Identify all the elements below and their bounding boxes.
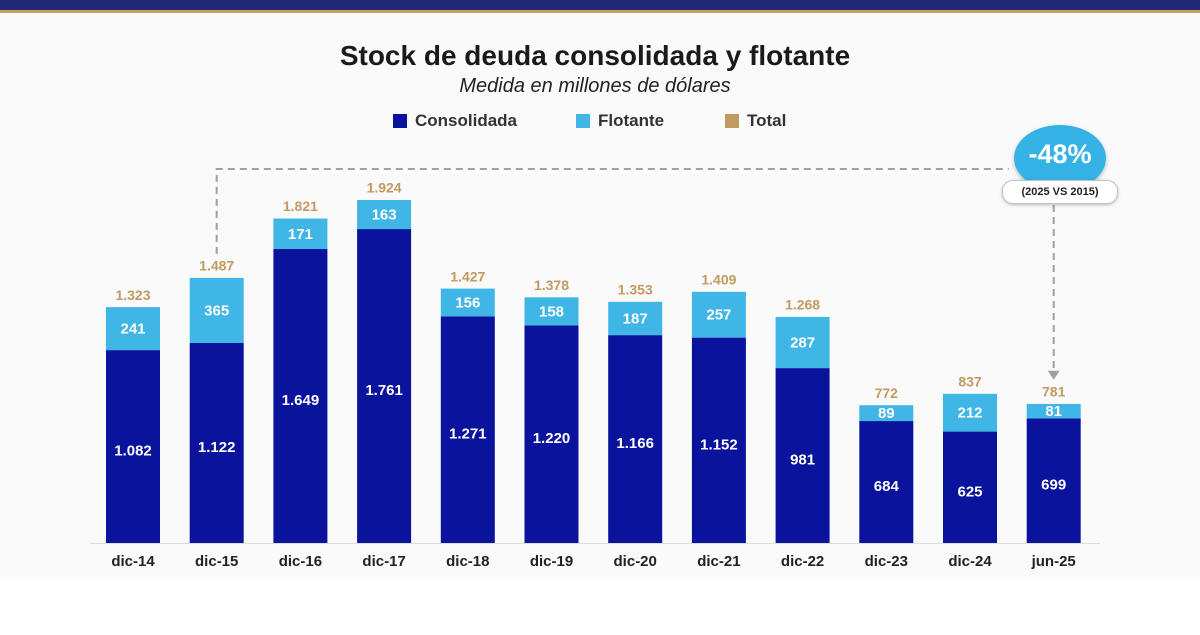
annotation-arrowhead	[1047, 370, 1060, 380]
bar-consolidada-dic-23	[859, 421, 914, 543]
change-badge-note: (2025 VS 2015)	[1002, 180, 1118, 204]
label-total-dic-15: 1.487	[199, 258, 234, 274]
bar-consolidada-dic-22	[775, 368, 830, 543]
bar-flotante-dic-16	[273, 218, 328, 250]
bar-flotante-dic-15	[189, 277, 244, 343]
bar-consolidada-dic-14	[106, 350, 160, 543]
label-flotante-dic-19: 158	[539, 303, 564, 320]
label-consolidada-dic-24: 625	[957, 483, 982, 500]
label-consolidada-dic-19: 1.220	[533, 430, 571, 447]
chart-title: Stock de deuda consolidada y flotante	[339, 40, 851, 71]
label-flotante-dic-17: 163	[372, 206, 397, 223]
bar-flotante-dic-17	[357, 200, 412, 230]
x-tick-dic-14: dic-14	[111, 553, 155, 570]
label-total-dic-16: 1.821	[283, 198, 318, 214]
legend-item-flotante: Flotante	[576, 111, 664, 131]
label-total-dic-23: 772	[875, 385, 899, 401]
label-consolidada-jun-25: 699	[1041, 477, 1066, 494]
label-flotante-dic-14: 241	[120, 321, 145, 338]
label-total-dic-19: 1.378	[534, 277, 569, 293]
x-tick-dic-21: dic-21	[697, 553, 740, 570]
bar-flotante-jun-25	[1026, 403, 1081, 419]
annotation-connector	[215, 168, 1009, 254]
legend-swatch-total	[725, 114, 739, 128]
top-gold-stripe	[0, 10, 1200, 13]
bar-consolidada-dic-17	[357, 229, 412, 544]
bar-consolidada-dic-16	[273, 249, 328, 544]
x-tick-dic-23: dic-23	[865, 553, 908, 570]
bar-consolidada-jun-25	[1026, 418, 1081, 543]
label-consolidada-dic-21: 1.152	[700, 436, 738, 453]
label-flotante-dic-20: 187	[623, 310, 648, 327]
x-tick-dic-17: dic-17	[362, 553, 405, 570]
bar-flotante-dic-19	[524, 297, 579, 326]
bar-flotante-dic-22	[775, 316, 830, 369]
label-total-dic-17: 1.924	[367, 180, 402, 196]
top-accent-bar	[0, 0, 1200, 10]
legend-swatch-consolidada	[393, 114, 407, 128]
change-badge-value: -48%	[1028, 139, 1092, 169]
label-total-jun-25: 781	[1042, 384, 1066, 400]
bar-consolidada-dic-21	[691, 337, 746, 543]
x-tick-dic-16: dic-16	[279, 553, 322, 570]
chart-legend: Consolidada Flotante Total	[0, 111, 1200, 135]
x-tick-dic-20: dic-20	[614, 553, 657, 570]
label-total-dic-14: 1.323	[115, 287, 150, 303]
label-total-dic-18: 1.427	[450, 268, 485, 284]
label-flotante-dic-18: 156	[455, 294, 480, 311]
legend-item-total: Total	[725, 111, 786, 131]
x-tick-dic-19: dic-19	[530, 553, 573, 570]
label-total-dic-21: 1.409	[701, 272, 736, 288]
legend-label-consolidada: Consolidada	[415, 111, 518, 130]
label-consolidada-dic-22: 981	[790, 452, 815, 469]
label-flotante-jun-25: 81	[1045, 403, 1062, 420]
bar-flotante-dic-24	[943, 393, 997, 432]
legend-swatch-flotante	[576, 114, 590, 128]
bar-flotante-dic-21	[691, 291, 746, 338]
label-consolidada-dic-20: 1.166	[616, 435, 654, 452]
x-tick-dic-15: dic-15	[195, 553, 238, 570]
label-flotante-dic-15: 365	[204, 302, 229, 319]
label-flotante-dic-16: 171	[288, 226, 313, 243]
chart-subtitle: Medida en millones de dólares	[459, 75, 731, 97]
label-flotante-dic-22: 287	[790, 334, 815, 351]
bar-consolidada-dic-24	[943, 431, 997, 543]
bar-consolidada-dic-20	[608, 335, 663, 543]
label-consolidada-dic-23: 684	[874, 478, 900, 495]
label-consolidada-dic-15: 1.122	[198, 439, 236, 456]
label-flotante-dic-23: 89	[878, 405, 895, 422]
x-tick-dic-22: dic-22	[781, 553, 824, 570]
x-tick-dic-24: dic-24	[948, 553, 992, 570]
label-total-dic-22: 1.268	[785, 297, 820, 313]
label-consolidada-dic-17: 1.761	[365, 382, 403, 399]
bar-flotante-dic-14	[106, 307, 160, 351]
legend-item-consolidada: Consolidada	[393, 111, 517, 131]
bar-consolidada-dic-19	[524, 325, 579, 543]
x-tick-dic-18: dic-18	[446, 553, 489, 570]
bar-consolidada-dic-15	[189, 342, 244, 543]
bar-consolidada-dic-18	[440, 316, 495, 543]
label-total-dic-20: 1.353	[618, 281, 653, 297]
legend-label-total: Total	[747, 111, 787, 130]
bar-flotante-dic-18	[440, 288, 495, 317]
bar-flotante-dic-23	[859, 405, 914, 422]
legend-label-flotante: Flotante	[598, 111, 665, 130]
label-total-dic-24: 837	[958, 373, 982, 389]
label-consolidada-dic-16: 1.649	[282, 392, 320, 409]
label-consolidada-dic-18: 1.271	[449, 426, 487, 443]
bar-flotante-dic-20	[608, 301, 663, 336]
label-flotante-dic-21: 257	[706, 307, 731, 324]
label-consolidada-dic-14: 1.082	[114, 443, 152, 460]
label-flotante-dic-24: 212	[957, 405, 982, 422]
x-tick-jun-25: jun-25	[1031, 553, 1076, 570]
